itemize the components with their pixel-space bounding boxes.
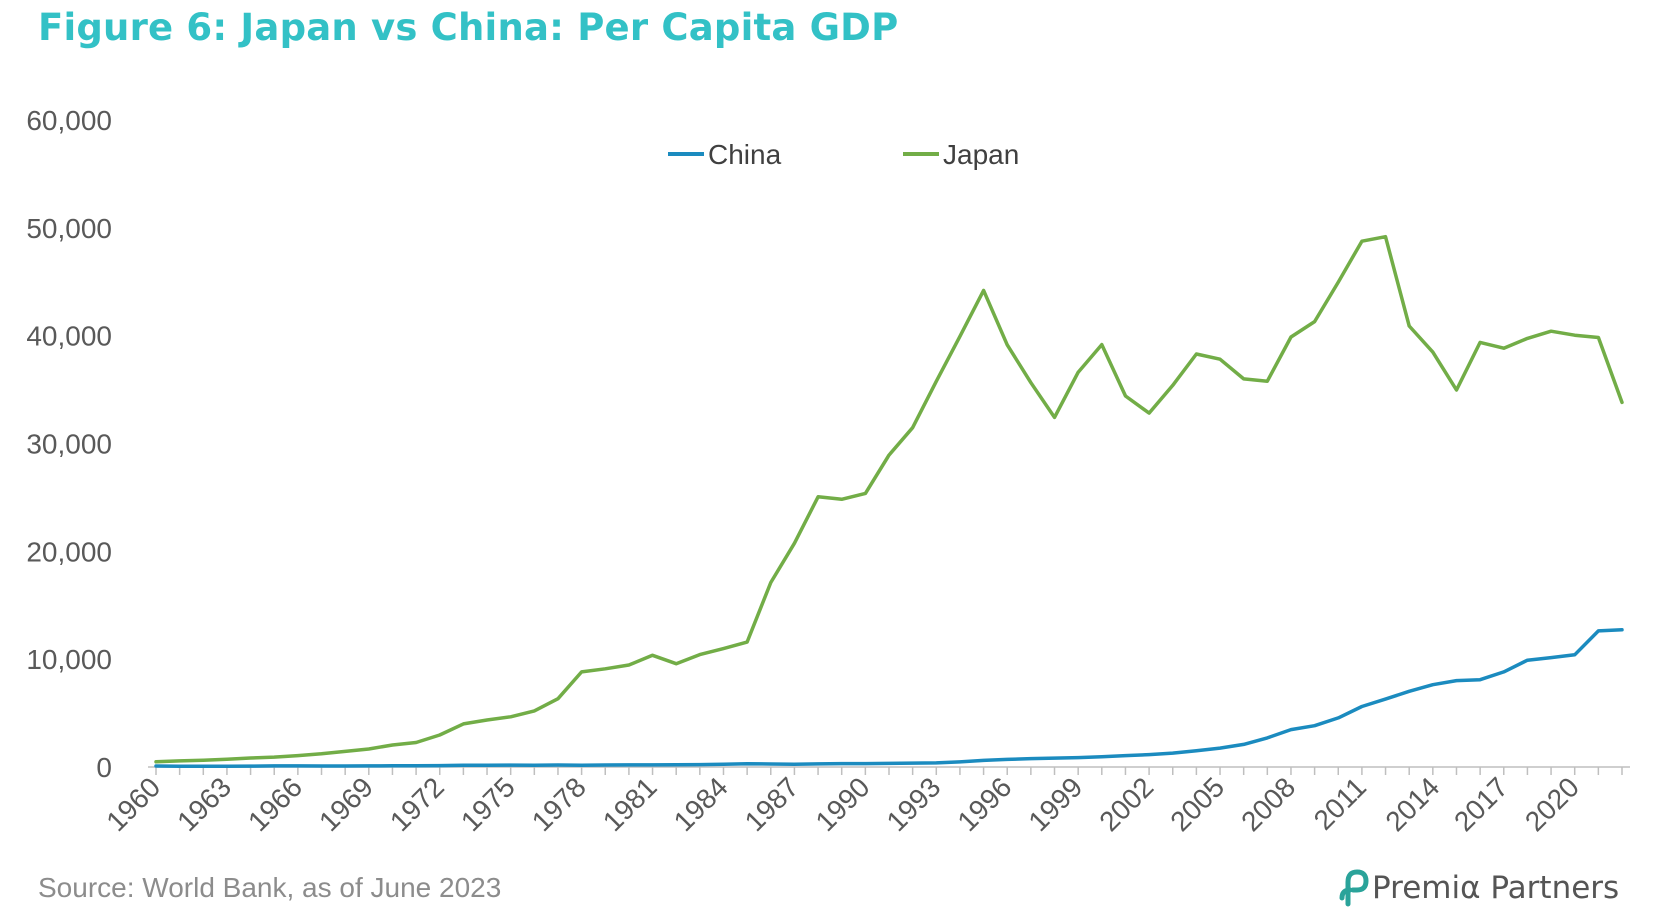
x-tick-label: 1984 (668, 771, 734, 837)
series-line-japan (154, 234, 1624, 764)
x-tick-label: 2014 (1379, 771, 1445, 837)
y-tick-label: 20,000 (26, 536, 112, 567)
x-tick-label: 2008 (1235, 771, 1301, 837)
legend-label-japan: Japan (943, 139, 1019, 170)
x-tick-label: 1978 (526, 771, 592, 837)
x-tick-label: 2011 (1308, 771, 1373, 836)
y-tick-label: 50,000 (26, 213, 112, 244)
legend: China Japan (668, 139, 1019, 170)
x-tick-label: 1975 (455, 771, 521, 837)
legend-label-china: China (708, 139, 782, 170)
premia-logo-icon (1339, 869, 1369, 907)
brand-logo: Premiα Partners (1338, 868, 1619, 908)
y-axis-tick-labels: 0 10,000 20,000 30,000 40,000 50,000 60,000 (26, 105, 112, 783)
x-tick-label: 1969 (313, 771, 379, 837)
x-tick-label: 1966 (242, 771, 308, 837)
brand-name: Premiα Partners (1372, 870, 1620, 906)
y-tick-label: 10,000 (26, 644, 112, 675)
y-tick-label: 60,000 (26, 105, 112, 136)
x-tick-label: 1963 (171, 771, 237, 837)
page-title: Figure 6: Japan vs China: Per Capita GDP (38, 6, 899, 49)
x-axis: 1960 1963 1966 1969 1972 1975 1978 1981 1984 1987… (100, 766, 1630, 837)
x-tick-label: 2002 (1093, 771, 1159, 837)
y-tick-label: 40,000 (26, 321, 112, 352)
x-tick-label: 1996 (951, 771, 1017, 837)
x-tick-label: 1987 (739, 771, 805, 837)
x-tick-label: 2005 (1164, 771, 1230, 837)
x-tick-label: 1990 (810, 771, 876, 837)
series-lines (154, 234, 1624, 768)
x-tick-label: 2020 (1519, 771, 1585, 837)
x-tick-label: 2017 (1448, 771, 1514, 837)
x-tick-label: 1999 (1022, 771, 1088, 837)
y-tick-label: 0 (96, 752, 112, 783)
series-line-china (154, 628, 1624, 768)
x-tick-label: 1972 (384, 771, 450, 837)
x-tick-label: 1993 (881, 771, 947, 837)
source-note: Source: World Bank, as of June 2023 (38, 872, 502, 903)
x-tick-label: 1981 (597, 771, 663, 837)
y-tick-label: 30,000 (26, 429, 112, 460)
